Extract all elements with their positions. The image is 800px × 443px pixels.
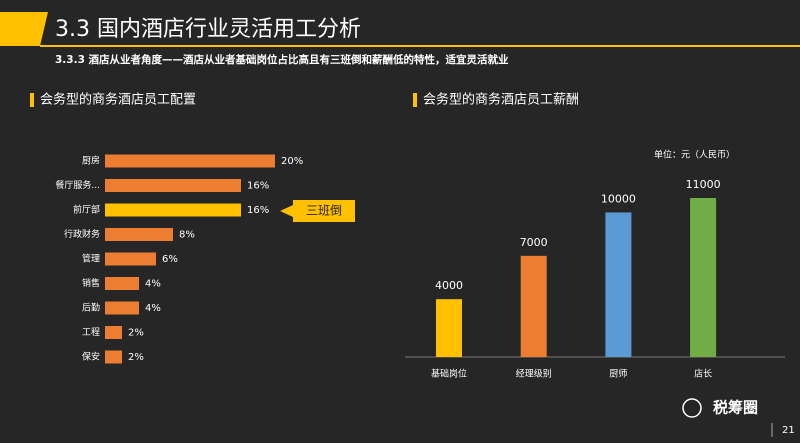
- bar: [105, 326, 122, 339]
- chart-title: 会务型的商务酒店员工薪酬: [423, 92, 579, 108]
- bar: [105, 179, 241, 192]
- category-label: 厨师: [609, 368, 627, 380]
- bar: [520, 255, 547, 357]
- category-label: 行政财务: [64, 228, 100, 240]
- subtitle: 3.3.3 酒店从业者角度——酒店从业者基础岗位占比高且有三班倒和薪酬低的特性，…: [55, 53, 509, 66]
- category-label: 店长: [694, 368, 712, 380]
- value-label: 2%: [128, 328, 144, 339]
- value-label: 8%: [179, 230, 195, 241]
- value-label: 16%: [247, 205, 269, 216]
- bar: [105, 228, 173, 241]
- value-label: 11000: [686, 178, 721, 191]
- title-accent: [413, 93, 417, 107]
- bar: [105, 252, 156, 266]
- unit-label: 单位：元（人民币）: [654, 149, 735, 161]
- category-label: 保安: [82, 351, 100, 363]
- header-accent: [0, 12, 48, 46]
- chart-title: 会务型的商务酒店员工配置: [40, 92, 196, 108]
- value-label: 20%: [281, 156, 303, 167]
- bar: [605, 212, 632, 357]
- title-accent: [30, 93, 34, 107]
- category-label: 餐厅服务...: [55, 179, 100, 191]
- brand: 税筹圈: [713, 399, 758, 417]
- value-label: 16%: [247, 181, 269, 192]
- category-label: 销售: [82, 277, 100, 289]
- value-label: 4%: [145, 303, 161, 314]
- bar: [436, 299, 462, 357]
- bar: [105, 301, 139, 315]
- category-label: 基础岗位: [431, 368, 467, 380]
- value-label: 4000: [435, 279, 463, 292]
- category-label: 厨房: [82, 155, 100, 167]
- bar: [105, 203, 241, 217]
- category-label: 经理级别: [516, 368, 552, 380]
- bar: [105, 350, 122, 364]
- value-label: 7000: [520, 236, 548, 249]
- value-label: 4%: [145, 279, 161, 290]
- title: 3.3 国内酒店行业灵活用工分析: [55, 17, 361, 42]
- brand-icon: [682, 398, 702, 418]
- bar: [105, 154, 275, 168]
- value-label: 2%: [128, 352, 144, 363]
- value-label: 6%: [162, 254, 178, 265]
- category-label: 管理: [82, 253, 100, 265]
- category-label: 工程: [82, 327, 100, 338]
- category-label: 前厅部: [73, 204, 100, 216]
- annotation: 三班倒: [306, 204, 342, 218]
- value-label: 10000: [601, 192, 636, 205]
- bar: [105, 277, 139, 290]
- category-label: 后勤: [82, 302, 100, 314]
- page-number: 21: [782, 425, 795, 436]
- bar: [690, 198, 717, 357]
- callout: [280, 200, 355, 222]
